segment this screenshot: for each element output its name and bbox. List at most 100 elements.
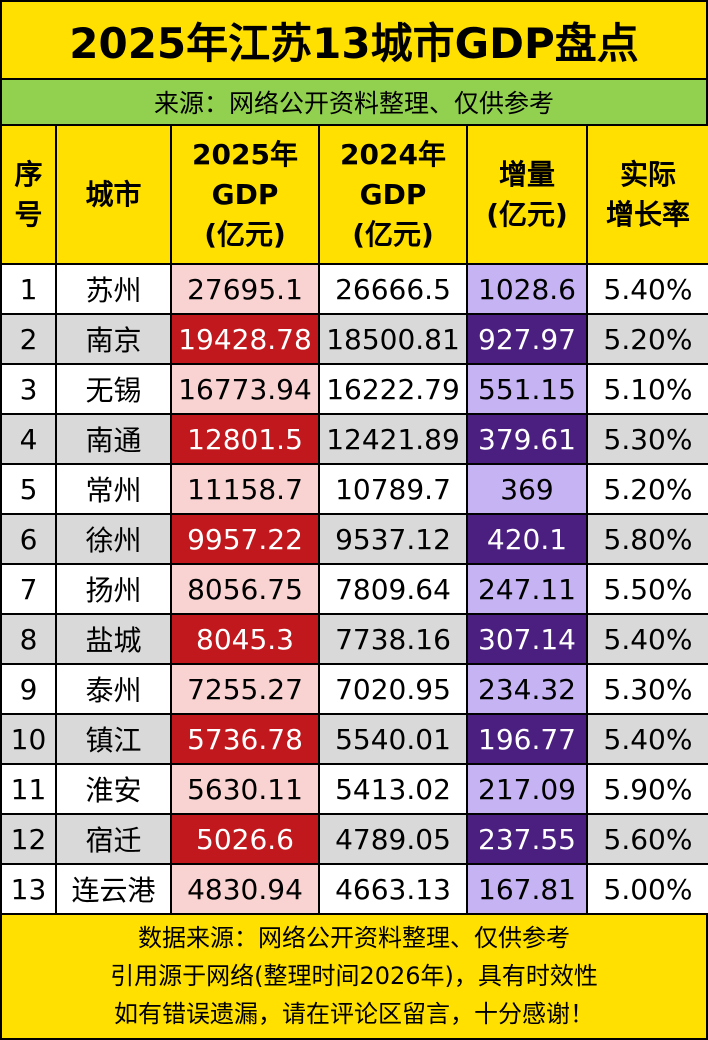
table-cell: 南通 xyxy=(55,413,172,465)
table-cell: 连云港 xyxy=(55,863,172,915)
table-cell: 5.20% xyxy=(586,313,708,365)
table-cell: 5.80% xyxy=(586,513,708,565)
table-cell: 9537.12 xyxy=(318,513,468,565)
table-cell: 5.40% xyxy=(586,713,708,765)
footer-line: 数据来源：网络公开资料整理、仅供参考 xyxy=(138,923,570,952)
header-cell: 增量 (亿元) xyxy=(466,124,588,265)
table-cell: 无锡 xyxy=(55,363,172,415)
table-cell: 18500.81 xyxy=(318,313,468,365)
table-cell: 16773.94 xyxy=(170,363,320,415)
header-line: 增长率 xyxy=(605,197,690,231)
table-cell: 420.1 xyxy=(466,513,588,565)
table-cell: 5.40% xyxy=(586,613,708,665)
table-cell: 南京 xyxy=(55,313,172,365)
table-cell: 196.77 xyxy=(466,713,588,765)
table-cell: 5.20% xyxy=(586,463,708,515)
table-cell: 8045.3 xyxy=(170,613,320,665)
table-cell: 247.11 xyxy=(466,563,588,615)
table-cell: 宿迁 xyxy=(55,813,172,865)
table-cell: 5.60% xyxy=(586,813,708,865)
title: 2025年江苏13城市GDP盘点 xyxy=(0,0,708,80)
table-cell: 2 xyxy=(0,313,57,365)
header-line: (亿元) xyxy=(204,217,286,251)
header-line: GDP xyxy=(211,177,279,211)
header-cell: 城市 xyxy=(55,124,172,265)
table-cell: 5.90% xyxy=(586,763,708,815)
table-cell: 5736.78 xyxy=(170,713,320,765)
table-cell: 4 xyxy=(0,413,57,465)
table-cell: 1028.6 xyxy=(466,263,588,315)
header-line: 2024年 xyxy=(340,137,446,171)
table-cell: 27695.1 xyxy=(170,263,320,315)
table-cell: 927.97 xyxy=(466,313,588,365)
table-cell: 26666.5 xyxy=(318,263,468,315)
table-cell: 7738.16 xyxy=(318,613,468,665)
table-cell: 淮安 xyxy=(55,763,172,815)
table-cell: 5026.6 xyxy=(170,813,320,865)
header-line: 序 xyxy=(14,157,43,191)
table-cell: 6 xyxy=(0,513,57,565)
header-cell: 2025年 GDP (亿元) xyxy=(170,124,320,265)
table-cell: 13 xyxy=(0,863,57,915)
table-cell: 9 xyxy=(0,663,57,715)
table-cell: 5 xyxy=(0,463,57,515)
table-cell: 5.30% xyxy=(586,413,708,465)
table-cell: 5413.02 xyxy=(318,763,468,815)
table-cell: 7255.27 xyxy=(170,663,320,715)
table-cell: 167.81 xyxy=(466,863,588,915)
table-cell: 5540.01 xyxy=(318,713,468,765)
header-cell: 2024年 GDP (亿元) xyxy=(318,124,468,265)
table-cell: 7 xyxy=(0,563,57,615)
header-line: (亿元) xyxy=(352,217,434,251)
table-cell: 1 xyxy=(0,263,57,315)
table-cell: 徐州 xyxy=(55,513,172,565)
table-cell: 11158.7 xyxy=(170,463,320,515)
header-line: 增量 xyxy=(498,157,555,191)
header-line: 2025年 xyxy=(192,137,298,171)
table-cell: 7020.95 xyxy=(318,663,468,715)
table-cell: 7809.64 xyxy=(318,563,468,615)
table-cell: 5.00% xyxy=(586,863,708,915)
table-cell: 9957.22 xyxy=(170,513,320,565)
table-cell: 4789.05 xyxy=(318,813,468,865)
footer: 数据来源：网络公开资料整理、仅供参考 引用源于网络(整理时间2026年)，具有时效… xyxy=(0,911,708,1040)
footer-line: 引用源于网络(整理时间2026年)，具有时效性 xyxy=(110,961,598,990)
table-cell: 5.10% xyxy=(586,363,708,415)
table-cell: 镇江 xyxy=(55,713,172,765)
table-cell: 常州 xyxy=(55,463,172,515)
subtitle: 来源：网络公开资料整理、仅供参考 xyxy=(0,78,708,126)
table-cell: 379.61 xyxy=(466,413,588,465)
table-cell: 369 xyxy=(466,463,588,515)
table-cell: 16222.79 xyxy=(318,363,468,415)
table-cell: 泰州 xyxy=(55,663,172,715)
table-cell: 12 xyxy=(0,813,57,865)
header-cell: 序号 xyxy=(0,124,57,265)
table-cell: 5.30% xyxy=(586,663,708,715)
table-cell: 8 xyxy=(0,613,57,665)
table-cell: 217.09 xyxy=(466,763,588,815)
table-cell: 3 xyxy=(0,363,57,415)
table-cell: 237.55 xyxy=(466,813,588,865)
table-cell: 苏州 xyxy=(55,263,172,315)
header-line: 实际 xyxy=(619,157,676,191)
header-line: 号 xyxy=(14,197,43,231)
table-cell: 8056.75 xyxy=(170,563,320,615)
table-cell: 4830.94 xyxy=(170,863,320,915)
table-cell: 5.50% xyxy=(586,563,708,615)
header-line: 城市 xyxy=(85,177,142,211)
table-cell: 234.32 xyxy=(466,663,588,715)
table-cell: 12421.89 xyxy=(318,413,468,465)
table-cell: 307.14 xyxy=(466,613,588,665)
table-cell: 扬州 xyxy=(55,563,172,615)
header-line: GDP xyxy=(359,177,427,211)
table-cell: 19428.78 xyxy=(170,313,320,365)
header-line: (亿元) xyxy=(486,197,568,231)
footer-line: 如有错误遗漏，请在评论区留言，十分感谢！ xyxy=(114,999,594,1028)
table-cell: 10789.7 xyxy=(318,463,468,515)
table-cell: 551.15 xyxy=(466,363,588,415)
table-cell: 5630.11 xyxy=(170,763,320,815)
table-cell: 4663.13 xyxy=(318,863,468,915)
table-cell: 10 xyxy=(0,713,57,765)
table-cell: 盐城 xyxy=(55,613,172,665)
